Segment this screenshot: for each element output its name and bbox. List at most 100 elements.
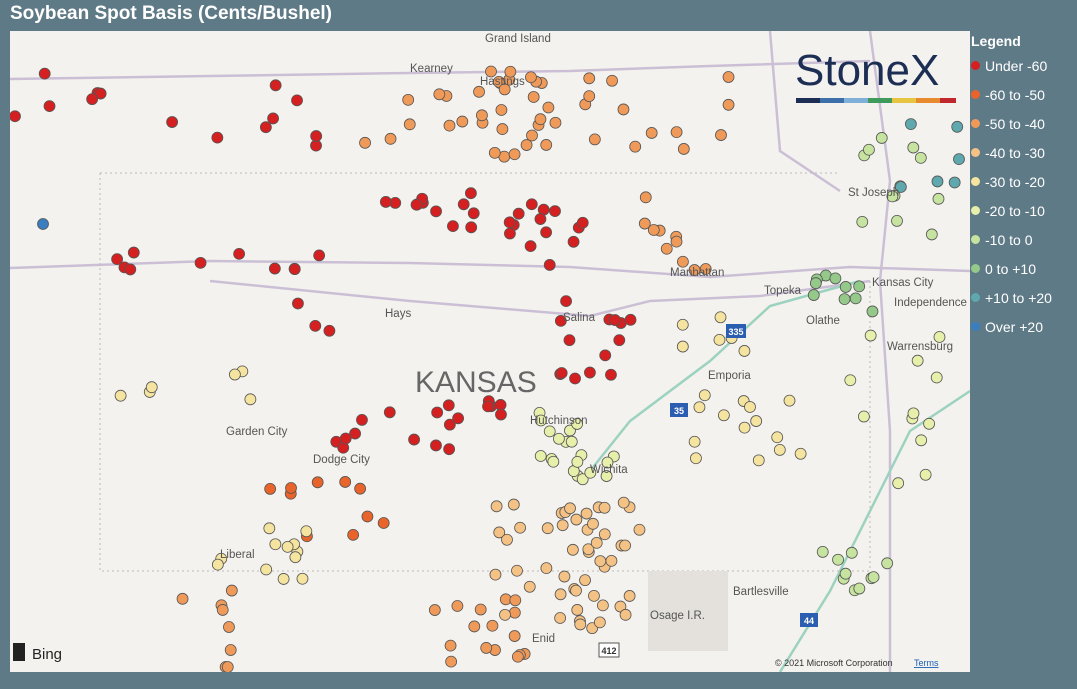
location-dot[interactable] bbox=[288, 263, 301, 276]
location-dot[interactable] bbox=[443, 443, 456, 456]
location-dot[interactable] bbox=[598, 528, 611, 541]
location-dot[interactable] bbox=[722, 71, 735, 83]
location-dot[interactable] bbox=[176, 592, 189, 605]
location-dot[interactable] bbox=[508, 606, 521, 619]
location-dot[interactable] bbox=[566, 543, 579, 556]
location-dot[interactable] bbox=[556, 519, 569, 532]
location-dot[interactable] bbox=[542, 101, 555, 114]
location-dot[interactable] bbox=[594, 555, 607, 568]
location-dot[interactable] bbox=[839, 281, 852, 293]
location-dot[interactable] bbox=[503, 216, 516, 229]
location-dot[interactable] bbox=[540, 139, 553, 151]
location-dot[interactable] bbox=[807, 289, 820, 301]
location-dot[interactable] bbox=[216, 604, 229, 616]
location-dot[interactable] bbox=[228, 368, 241, 381]
location-dot[interactable] bbox=[225, 584, 238, 597]
location-dot[interactable] bbox=[525, 198, 538, 211]
legend-item[interactable]: -30 to -20 bbox=[971, 167, 1052, 196]
location-dot[interactable] bbox=[349, 427, 361, 440]
location-dot[interactable] bbox=[892, 477, 905, 490]
location-dot[interactable] bbox=[588, 589, 600, 602]
location-dot[interactable] bbox=[564, 502, 576, 515]
location-dot[interactable] bbox=[570, 584, 582, 597]
location-dot[interactable] bbox=[313, 249, 326, 262]
location-dot[interactable] bbox=[605, 368, 617, 381]
location-dot[interactable] bbox=[600, 470, 613, 482]
location-dot[interactable] bbox=[244, 393, 257, 406]
location-dot[interactable] bbox=[907, 407, 920, 420]
location-dot[interactable] bbox=[932, 192, 945, 205]
location-dot[interactable] bbox=[676, 255, 689, 268]
location-dot[interactable] bbox=[609, 314, 621, 326]
location-dot[interactable] bbox=[127, 246, 140, 259]
location-dot[interactable] bbox=[864, 329, 877, 342]
location-dot[interactable] bbox=[794, 447, 807, 460]
location-dot[interactable] bbox=[291, 94, 303, 107]
location-dot[interactable] bbox=[514, 521, 527, 534]
location-dot[interactable] bbox=[194, 256, 207, 269]
location-dot[interactable] bbox=[576, 216, 589, 229]
location-dot[interactable] bbox=[553, 432, 565, 445]
location-dot[interactable] bbox=[579, 574, 591, 587]
location-dot[interactable] bbox=[442, 399, 455, 412]
location-dot[interactable] bbox=[844, 374, 857, 387]
location-dot[interactable] bbox=[37, 218, 49, 230]
location-dot[interactable] bbox=[698, 389, 711, 402]
location-dot[interactable] bbox=[690, 452, 702, 465]
location-dot[interactable] bbox=[269, 79, 282, 92]
location-dot[interactable] bbox=[619, 539, 631, 552]
location-dot[interactable] bbox=[633, 523, 646, 536]
location-dot[interactable] bbox=[111, 253, 124, 266]
location-dot[interactable] bbox=[527, 91, 540, 103]
location-dot[interactable] bbox=[569, 372, 581, 385]
location-dot[interactable] bbox=[524, 240, 537, 253]
location-dot[interactable] bbox=[476, 109, 488, 122]
location-dot[interactable] bbox=[853, 280, 866, 293]
location-dot[interactable] bbox=[508, 148, 521, 161]
location-dot[interactable] bbox=[534, 414, 547, 427]
location-dot[interactable] bbox=[281, 540, 294, 553]
location-dot[interactable] bbox=[501, 533, 513, 546]
location-dot[interactable] bbox=[699, 263, 712, 275]
location-dot[interactable] bbox=[10, 110, 21, 123]
location-dot[interactable] bbox=[474, 603, 487, 616]
location-dot[interactable] bbox=[498, 83, 511, 96]
location-dot[interactable] bbox=[541, 522, 554, 535]
location-dot[interactable] bbox=[590, 536, 603, 549]
location-dot[interactable] bbox=[891, 214, 903, 227]
location-dot[interactable] bbox=[467, 207, 480, 220]
location-dot[interactable] bbox=[485, 65, 497, 78]
location-dot[interactable] bbox=[224, 644, 237, 656]
location-dot[interactable] bbox=[911, 354, 924, 367]
location-dot[interactable] bbox=[907, 141, 920, 154]
location-dot[interactable] bbox=[339, 432, 352, 445]
location-dot[interactable] bbox=[361, 510, 374, 523]
location-dot[interactable] bbox=[379, 196, 392, 208]
location-dot[interactable] bbox=[838, 293, 851, 306]
location-dot[interactable] bbox=[845, 546, 858, 559]
location-dot[interactable] bbox=[269, 538, 282, 551]
location-dot[interactable] bbox=[645, 127, 658, 139]
location-dot[interactable] bbox=[145, 381, 158, 394]
location-dot[interactable] bbox=[722, 98, 735, 111]
location-dot[interactable] bbox=[433, 88, 446, 101]
location-dot[interactable] bbox=[750, 415, 763, 427]
location-dot[interactable] bbox=[488, 146, 501, 159]
location-dot[interactable] bbox=[863, 143, 875, 156]
location-dot[interactable] bbox=[489, 568, 502, 581]
location-dot[interactable] bbox=[925, 228, 938, 241]
location-dot[interactable] bbox=[554, 612, 567, 624]
location-dot[interactable] bbox=[511, 564, 523, 577]
location-dot[interactable] bbox=[86, 93, 99, 106]
location-dot[interactable] bbox=[853, 582, 866, 595]
legend-item[interactable]: +10 to +20 bbox=[971, 283, 1052, 312]
location-dot[interactable] bbox=[588, 133, 601, 146]
location-dot[interactable] bbox=[508, 630, 521, 642]
location-dot[interactable] bbox=[534, 213, 547, 225]
legend-item[interactable]: 0 to +10 bbox=[971, 254, 1052, 283]
location-dot[interactable] bbox=[347, 528, 360, 541]
location-dot[interactable] bbox=[904, 118, 917, 130]
location-dot[interactable] bbox=[783, 394, 796, 407]
location-dot[interactable] bbox=[624, 313, 637, 326]
location-dot[interactable] bbox=[714, 311, 727, 324]
